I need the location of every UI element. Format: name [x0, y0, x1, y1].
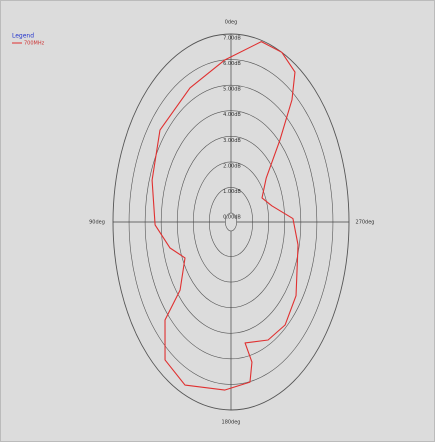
r-tick-label: 3.00dB: [223, 138, 241, 144]
r-tick-label: 1.00dB: [223, 189, 241, 195]
r-tick-label: 0.00dB: [223, 215, 241, 221]
r-tick-label: 6.00dB: [223, 61, 241, 67]
angle-label: 0deg: [225, 20, 238, 26]
r-tick-label: 7.00dB: [223, 36, 241, 42]
angle-label: 180deg: [222, 420, 241, 426]
r-tick-label: 4.00dB: [223, 112, 241, 118]
r-tick-label: 5.00dB: [223, 87, 241, 93]
series-line: [151, 41, 299, 391]
legend-entry: 700MHz: [24, 41, 45, 47]
r-tick-label: 2.00dB: [223, 163, 241, 169]
angle-label: 270deg: [356, 220, 375, 226]
legend-title: Legend: [12, 33, 34, 40]
angle-label: 90deg: [89, 220, 105, 226]
